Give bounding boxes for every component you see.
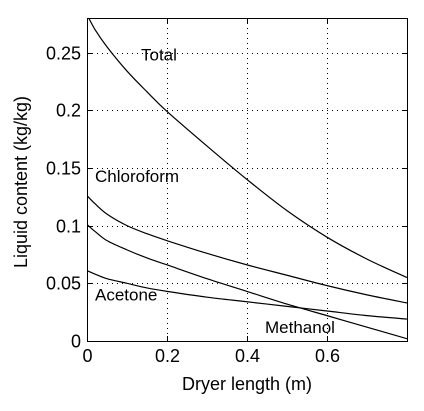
series-line-total — [88, 18, 407, 279]
y-tick-label: 0.1 — [56, 217, 81, 237]
curves — [87, 18, 407, 340]
axis-ticks: 0 0.2 0.4 0.6 0 0.05 0.1 0.15 0.2 0.25 — [46, 18, 407, 366]
grid-lines — [87, 18, 407, 341]
y-tick-label: 0.2 — [56, 101, 81, 121]
curve-label: Methanol — [265, 318, 335, 337]
y-tick-label: 0 — [71, 332, 81, 352]
y-tick-label: 0.25 — [46, 44, 81, 64]
y-tick-label: 0.15 — [46, 159, 81, 179]
curve-label: Acetone — [95, 286, 157, 305]
y-tick-label: 0.05 — [46, 274, 81, 294]
x-tick-label: 0.2 — [155, 346, 180, 366]
series-line-chloroform — [87, 195, 407, 304]
y-axis-label: Liquid content (kg/kg) — [11, 96, 31, 268]
x-tick-label: 0.6 — [315, 346, 340, 366]
curve-label: Chloroform — [95, 167, 179, 186]
x-tick-label: 0.4 — [235, 346, 260, 366]
x-axis-label: Dryer length (m) — [182, 374, 312, 394]
series-line-methanol — [87, 224, 407, 340]
series-line-acetone — [87, 270, 407, 320]
x-tick-label: 0 — [82, 346, 92, 366]
curve-labels: Total Chloroform Acetone Methanol — [95, 46, 335, 337]
curve-label: Total — [141, 46, 177, 65]
